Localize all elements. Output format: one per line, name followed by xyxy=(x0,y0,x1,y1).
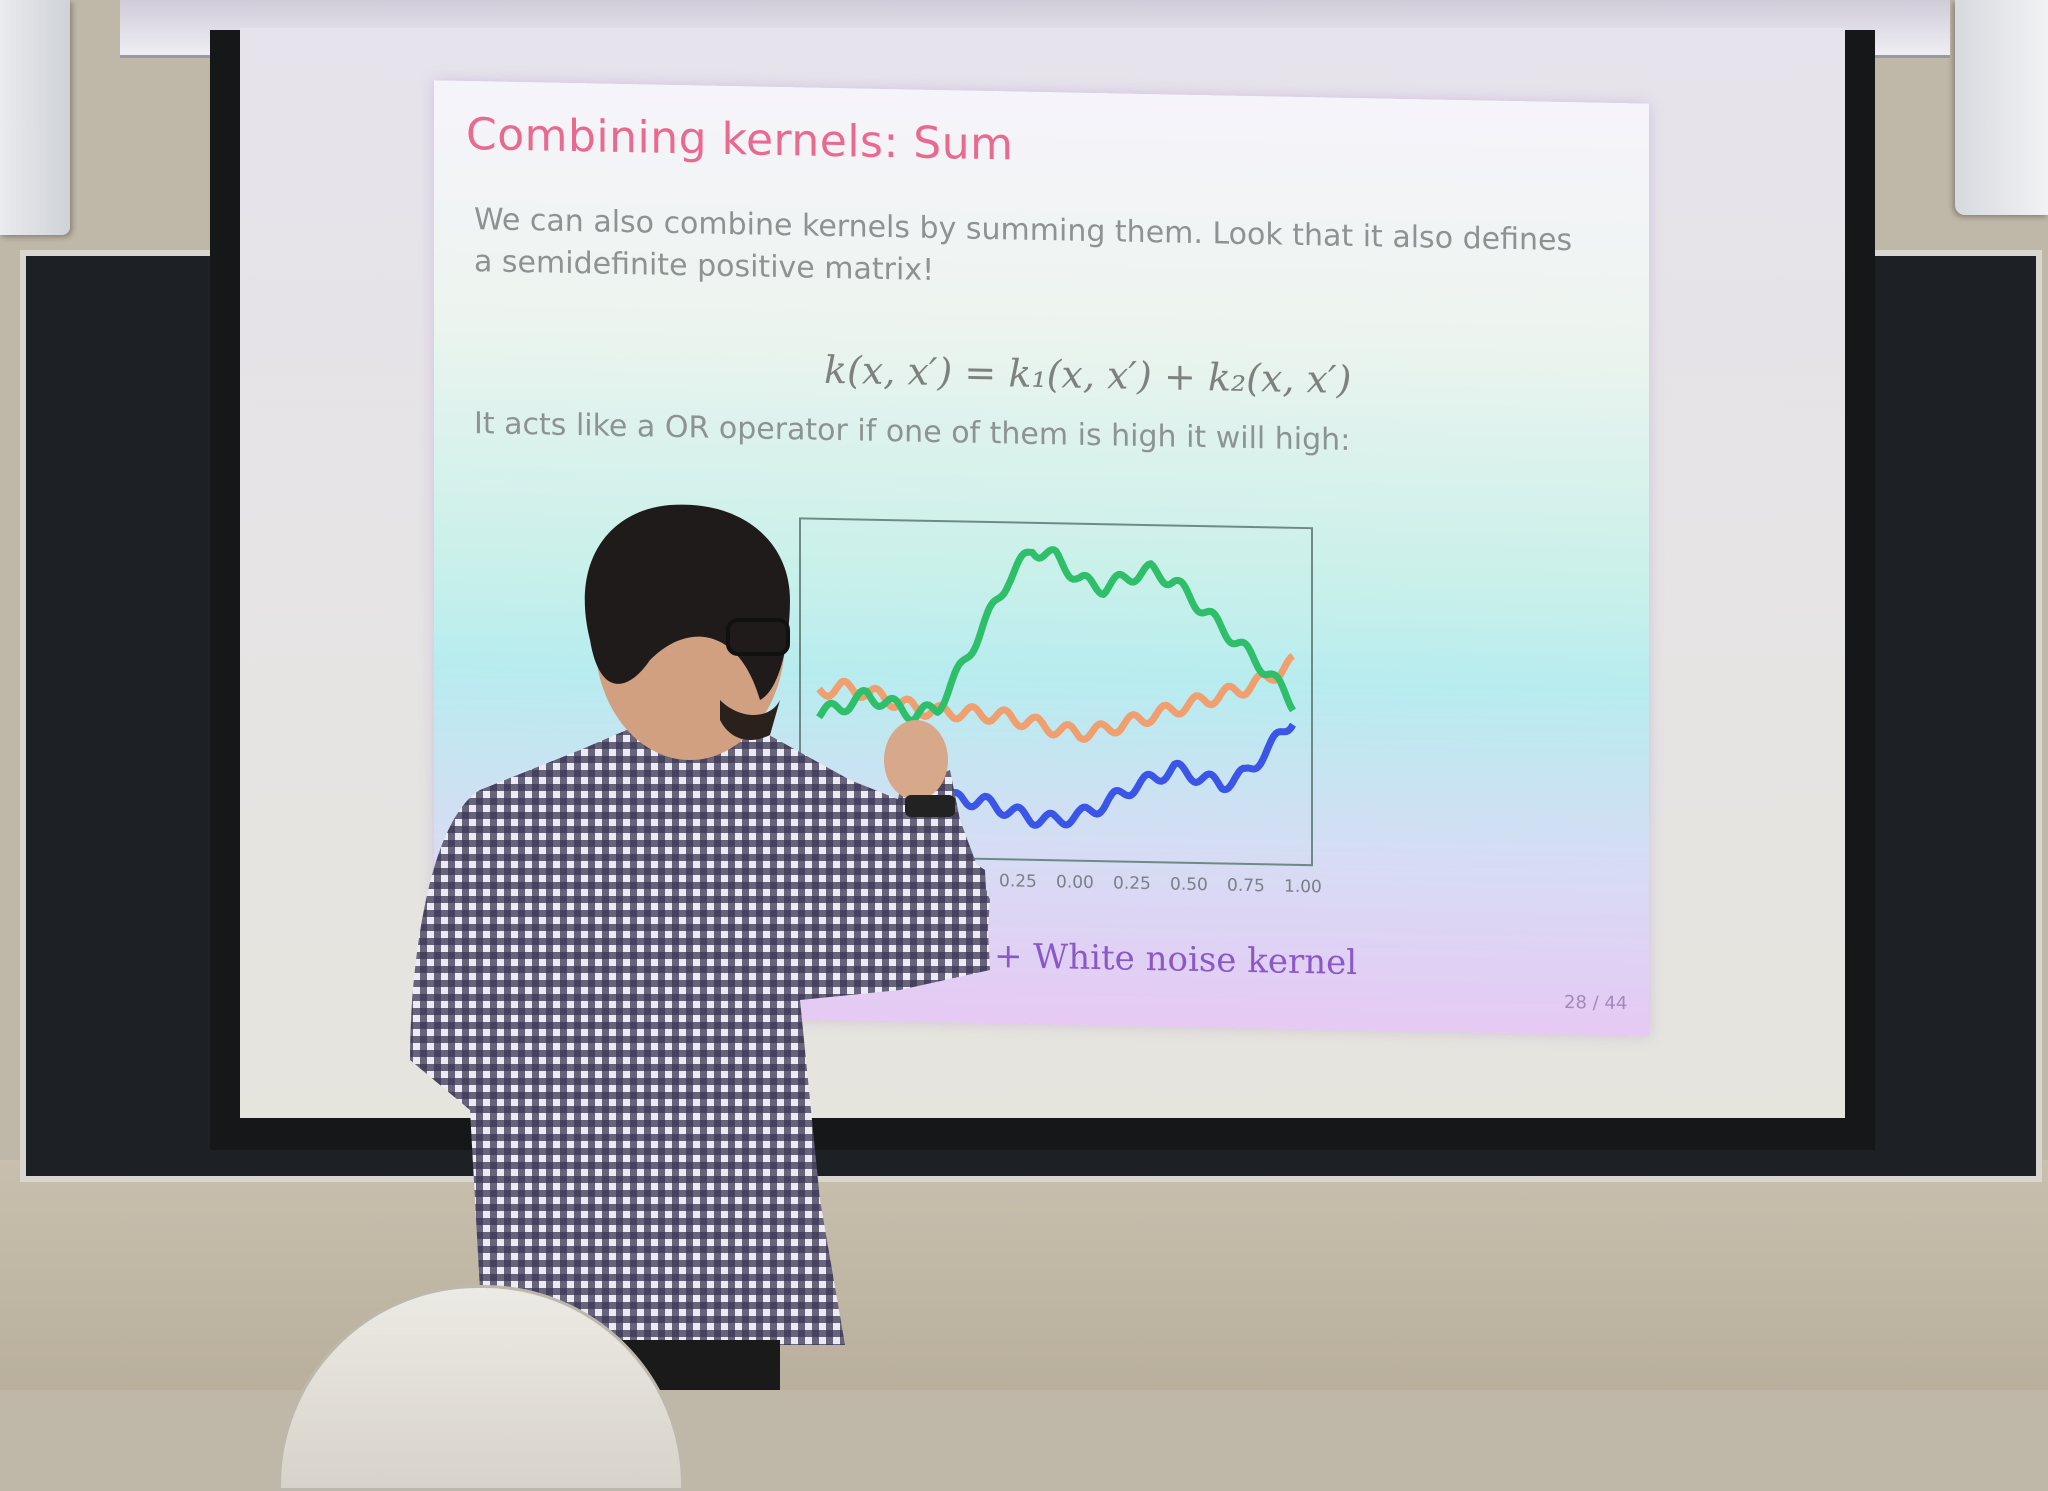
series-line-2 xyxy=(816,546,1296,725)
beard xyxy=(720,700,780,740)
presenter xyxy=(410,504,990,1390)
wristwatch xyxy=(905,795,955,817)
checkered-shirt xyxy=(410,720,990,1345)
left-speaker xyxy=(0,0,70,235)
right-speaker xyxy=(1955,0,2048,215)
hair xyxy=(584,504,790,700)
glasses xyxy=(726,618,790,656)
hand xyxy=(884,720,948,800)
raised-arm xyxy=(880,770,990,985)
